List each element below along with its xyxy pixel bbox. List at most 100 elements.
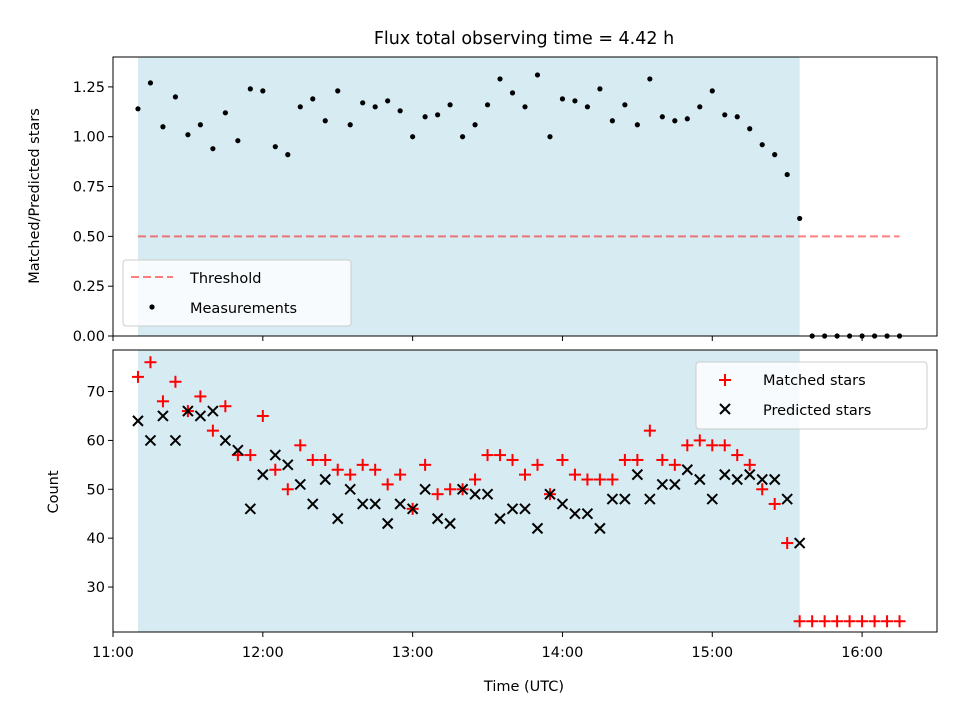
ratio-y-tick-label: 0.75 bbox=[73, 180, 105, 196]
count-y-tick-label: 60 bbox=[87, 433, 105, 449]
measurement-point bbox=[534, 72, 541, 78]
predicted-legend-label: Predicted stars bbox=[763, 403, 871, 419]
matched-star-point bbox=[581, 473, 594, 486]
matched-star-point bbox=[868, 615, 881, 628]
ratio-y-tick-label: 0.00 bbox=[73, 329, 105, 345]
measurement-point bbox=[310, 96, 316, 102]
predicted-star-point bbox=[144, 434, 157, 447]
measurement-point bbox=[235, 138, 241, 144]
matched-star-point bbox=[356, 458, 369, 471]
predicted-star-point bbox=[207, 405, 219, 417]
matched-star-point bbox=[556, 453, 569, 466]
matched-star-point bbox=[131, 370, 144, 383]
ratio-x-ticks bbox=[112, 336, 863, 341]
matched-star-point bbox=[831, 615, 844, 628]
matched-star-point bbox=[568, 468, 581, 481]
measurement-point bbox=[734, 114, 740, 120]
count-y-tick-label: 70 bbox=[87, 385, 105, 401]
ratio-panel-frame bbox=[112, 56, 938, 337]
predicted-star-point bbox=[768, 473, 781, 486]
matched-star-point bbox=[618, 453, 631, 466]
matched-legend-swatch bbox=[719, 374, 731, 386]
measurement-point bbox=[422, 114, 428, 120]
measurement-point bbox=[447, 102, 453, 108]
predicted-star-point bbox=[781, 493, 793, 505]
measurement-point bbox=[247, 86, 253, 92]
ratio-y-axis: 0.00 0.25 0.50 0.75 1.00 1.25 bbox=[73, 80, 113, 345]
matched-star-point bbox=[344, 468, 357, 481]
time-x-tick-label: 14:00 bbox=[542, 645, 584, 661]
measurement-point bbox=[335, 88, 341, 94]
matched-star-point bbox=[519, 468, 531, 481]
measurement-point bbox=[772, 152, 778, 158]
matched-star-point bbox=[781, 537, 794, 550]
matched-star-point bbox=[681, 439, 694, 452]
count-y-tick-label: 30 bbox=[87, 580, 105, 596]
predicted-star-point bbox=[232, 444, 244, 456]
predicted-star-point bbox=[269, 449, 282, 461]
predicted-star-point bbox=[219, 434, 232, 447]
predicted-star-point bbox=[444, 517, 456, 530]
predicted-star-point bbox=[631, 468, 644, 481]
measurement-point bbox=[572, 98, 578, 104]
matched-star-point bbox=[793, 615, 806, 628]
predicted-star-point bbox=[656, 478, 669, 491]
matched-star-point bbox=[169, 375, 182, 388]
measurement-point bbox=[484, 102, 491, 108]
measurement-point bbox=[647, 76, 653, 82]
predicted-star-point bbox=[431, 512, 444, 525]
matched-star-point bbox=[806, 615, 819, 628]
predicted-star-point bbox=[319, 473, 331, 486]
measurement-point bbox=[472, 122, 478, 128]
matched-star-point bbox=[194, 390, 207, 403]
measurement-point bbox=[497, 76, 503, 82]
count-y-axis-label: Count bbox=[46, 470, 62, 513]
measurement-point bbox=[609, 118, 615, 124]
measurement-point bbox=[135, 106, 141, 112]
predicted-star-point bbox=[506, 503, 519, 515]
matched-star-point bbox=[494, 449, 507, 462]
predicted-star-point bbox=[569, 508, 581, 520]
predicted-star-point bbox=[381, 517, 394, 530]
predicted-star-point bbox=[456, 483, 469, 495]
measurement-point bbox=[210, 146, 216, 152]
predicted-star-point bbox=[182, 405, 194, 417]
predicted-star-point bbox=[619, 493, 631, 505]
measurement-point bbox=[410, 134, 416, 140]
matched-star-point bbox=[331, 463, 344, 476]
measurements-legend-swatch bbox=[149, 304, 155, 310]
measurement-point bbox=[185, 132, 191, 138]
matched-star-point bbox=[256, 409, 269, 422]
matched-star-point bbox=[144, 356, 157, 369]
predicted-star-point bbox=[581, 508, 594, 520]
predicted-star-point bbox=[744, 468, 756, 481]
time-x-tick-label: 15:00 bbox=[691, 645, 733, 661]
measurement-point bbox=[522, 104, 528, 110]
predicted-star-point bbox=[544, 488, 556, 500]
time-x-axis: 11:00 12:00 13:00 14:00 15:00 16:00 bbox=[92, 632, 883, 661]
count-y-tick-label: 50 bbox=[87, 482, 105, 498]
time-x-tick-label: 16:00 bbox=[841, 645, 883, 661]
matched-star-point bbox=[718, 439, 731, 452]
matched-star-point bbox=[156, 395, 169, 408]
measurement-point bbox=[547, 134, 553, 140]
measurement-point bbox=[709, 88, 715, 94]
predicted-star-point bbox=[406, 503, 419, 515]
predicted-star-point bbox=[719, 468, 731, 481]
matched-star-point bbox=[593, 473, 606, 486]
ratio-y-tick-label: 1.00 bbox=[73, 130, 105, 146]
measurement-point bbox=[747, 126, 753, 132]
chart-title: Flux total observing time = 4.42 h bbox=[374, 29, 674, 49]
measurement-point bbox=[160, 124, 166, 130]
predicted-star-point bbox=[132, 415, 144, 427]
measurement-point bbox=[784, 171, 790, 178]
measurement-point bbox=[397, 108, 403, 114]
predicted-star-point bbox=[706, 493, 718, 505]
ratio-panel: 0.00 0.25 0.50 0.75 1.00 1.25 Flux total obse… bbox=[27, 29, 938, 345]
predicted-star-point bbox=[594, 522, 606, 535]
predicted-star-point bbox=[419, 483, 431, 495]
matched-star-point bbox=[294, 439, 307, 452]
matched-star-point bbox=[506, 453, 519, 466]
matched-star-point bbox=[394, 468, 407, 481]
ratio-y-axis-label: Matched/Predicted stars bbox=[27, 108, 43, 284]
